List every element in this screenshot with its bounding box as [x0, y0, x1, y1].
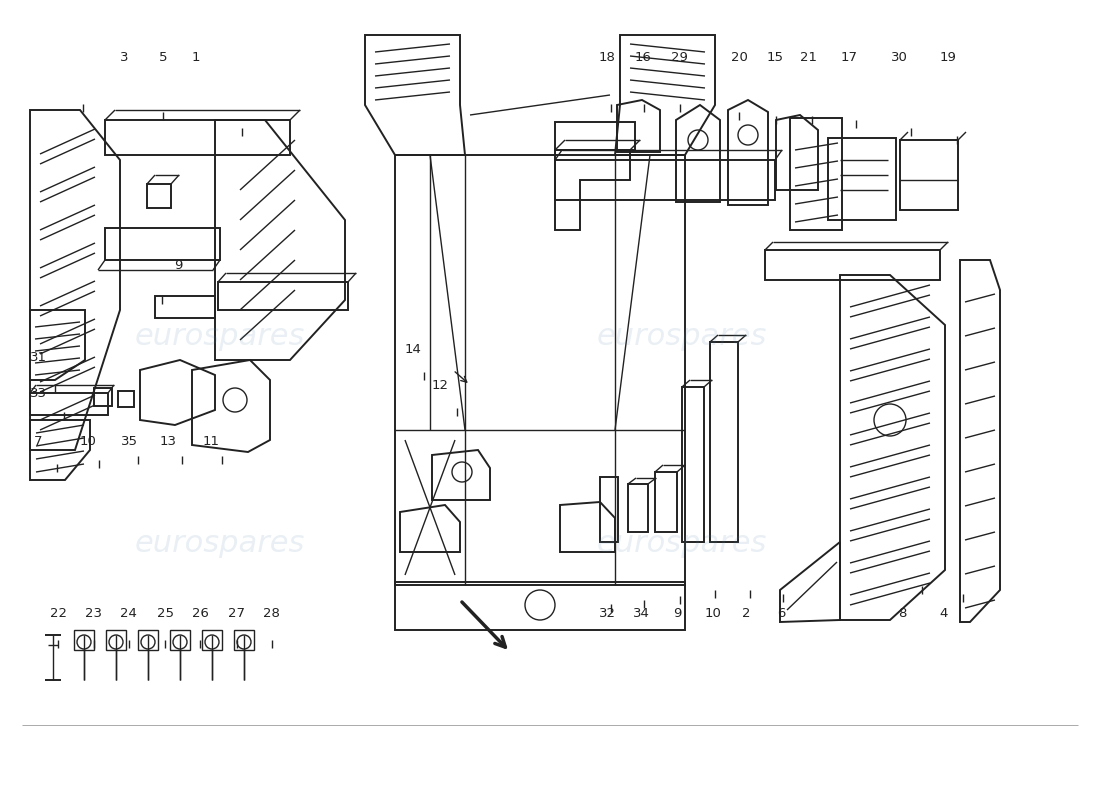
Bar — [556, 122, 635, 150]
Bar — [170, 630, 190, 650]
Text: 9: 9 — [673, 607, 682, 620]
Text: 19: 19 — [939, 51, 957, 64]
Text: 21: 21 — [800, 51, 817, 64]
Bar — [138, 630, 158, 650]
Text: 16: 16 — [635, 51, 652, 64]
Bar — [30, 393, 108, 415]
Text: 2: 2 — [741, 607, 750, 620]
Text: 20: 20 — [730, 51, 748, 64]
Bar — [764, 250, 940, 280]
Text: 18: 18 — [598, 51, 616, 64]
Text: 12: 12 — [431, 379, 449, 392]
Bar — [828, 138, 896, 220]
Bar — [654, 472, 676, 532]
Text: 13: 13 — [160, 435, 177, 448]
Bar — [710, 342, 738, 542]
Bar — [900, 140, 958, 210]
Text: 8: 8 — [898, 607, 906, 620]
Text: 34: 34 — [632, 607, 650, 620]
Text: 35: 35 — [121, 435, 139, 448]
Text: 29: 29 — [671, 51, 689, 64]
Text: eurospares: eurospares — [597, 322, 767, 350]
Bar — [147, 184, 170, 208]
Text: 6: 6 — [777, 607, 785, 620]
Text: 17: 17 — [840, 51, 858, 64]
Text: 9: 9 — [174, 259, 183, 272]
Text: 14: 14 — [404, 343, 421, 356]
Text: 1: 1 — [191, 51, 200, 64]
Text: 33: 33 — [30, 387, 47, 400]
Text: 32: 32 — [598, 607, 616, 620]
Bar — [104, 228, 220, 260]
Bar — [74, 630, 94, 650]
Text: 24: 24 — [120, 607, 138, 620]
Text: 5: 5 — [158, 51, 167, 64]
Text: 27: 27 — [228, 607, 245, 620]
Bar — [600, 477, 618, 542]
Bar — [556, 160, 776, 200]
Text: 22: 22 — [50, 607, 67, 620]
Text: 28: 28 — [263, 607, 280, 620]
Text: eurospares: eurospares — [135, 322, 305, 350]
Text: 3: 3 — [120, 51, 129, 64]
Bar — [234, 630, 254, 650]
Bar — [94, 388, 112, 406]
Bar — [395, 155, 685, 585]
Bar — [106, 630, 127, 650]
Text: 15: 15 — [767, 51, 784, 64]
Bar — [395, 582, 685, 630]
Text: 25: 25 — [156, 607, 174, 620]
Bar — [682, 387, 704, 542]
Text: 31: 31 — [30, 351, 47, 364]
Text: 10: 10 — [704, 607, 722, 620]
Text: eurospares: eurospares — [135, 530, 305, 558]
Text: 4: 4 — [939, 607, 948, 620]
Text: 30: 30 — [891, 51, 909, 64]
Text: 23: 23 — [85, 607, 102, 620]
Text: 7: 7 — [34, 435, 43, 448]
Bar — [628, 484, 648, 532]
Bar — [118, 391, 134, 407]
Text: 26: 26 — [191, 607, 209, 620]
Bar — [202, 630, 222, 650]
Text: 11: 11 — [202, 435, 220, 448]
Bar — [218, 282, 348, 310]
Text: 10: 10 — [79, 435, 97, 448]
Bar — [790, 118, 842, 230]
Text: eurospares: eurospares — [597, 530, 767, 558]
Bar — [155, 296, 214, 318]
Bar — [104, 120, 290, 155]
